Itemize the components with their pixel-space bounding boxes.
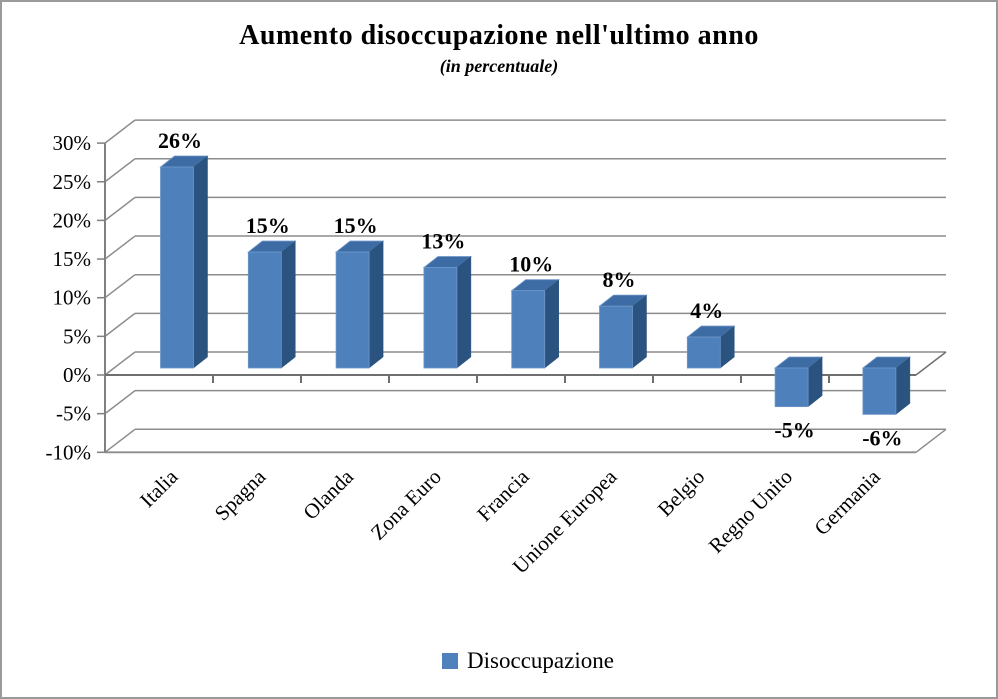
gridline-depth-connector (104, 119, 136, 144)
zero-line-depth-edge (915, 351, 947, 376)
y-tick-label: 10% (53, 286, 92, 310)
gridline-depth-connector (104, 390, 136, 415)
data-label: -6% (862, 425, 902, 450)
bar (423, 267, 458, 369)
bar (862, 367, 897, 415)
bar-side-face (281, 240, 296, 369)
gridline-depth-connector (104, 235, 136, 260)
bar (599, 305, 633, 369)
y-tick-label: 0% (63, 363, 91, 387)
data-label: 26% (158, 128, 202, 153)
category-label: Italia (135, 464, 183, 512)
bar-side-face (368, 240, 384, 369)
gridline-depth-connector (104, 196, 136, 221)
category-label: Zona Euro (366, 465, 446, 545)
gridline-depth-connector (104, 158, 136, 183)
bar-side-face (193, 155, 208, 369)
gridline-depth-connector (104, 274, 136, 299)
floor-right-edge (915, 428, 947, 453)
gridline-depth-connector (104, 428, 136, 453)
bar (511, 290, 546, 369)
category-label: Belgio (653, 465, 710, 522)
y-tick-label: -5% (56, 402, 91, 426)
data-label: -5% (774, 418, 814, 443)
gridline-depth-connector (104, 312, 136, 337)
y-tick-label: 5% (63, 324, 91, 348)
legend-label: Disoccupazione (467, 648, 614, 673)
y-tick-label: 20% (53, 208, 92, 232)
bar (335, 251, 370, 369)
bar-side-face (544, 279, 559, 369)
category-label: Regno Unito (704, 465, 797, 558)
category-label: Germania (809, 464, 885, 540)
bar (774, 367, 809, 408)
y-tick-label: 25% (53, 170, 92, 194)
y-tick-label: -10% (46, 440, 92, 464)
data-label: 4% (690, 298, 723, 323)
category-label: Spagna (210, 464, 271, 525)
bar (160, 166, 194, 369)
y-tick-label: 30% (53, 131, 92, 155)
legend: Disoccupazione (0, 648, 998, 674)
chart-title: Aumento disoccupazione nell'ultimo anno (239, 20, 759, 51)
bar (247, 251, 282, 369)
data-label: 15% (246, 213, 290, 238)
data-label: 8% (603, 267, 636, 292)
category-label: Olanda (298, 464, 358, 524)
data-label: 13% (421, 229, 465, 254)
y-tick-label: 15% (53, 247, 92, 271)
category-label: Francia (472, 464, 534, 526)
data-label: 15% (334, 213, 378, 238)
data-label: 10% (509, 252, 553, 277)
bar-side-face (632, 294, 647, 369)
chart-subtitle: (in percentuale) (439, 56, 559, 76)
gridline-depth-connector (104, 351, 136, 376)
legend-swatch (442, 653, 459, 669)
bar-side-face (456, 255, 472, 369)
bar (686, 336, 721, 369)
